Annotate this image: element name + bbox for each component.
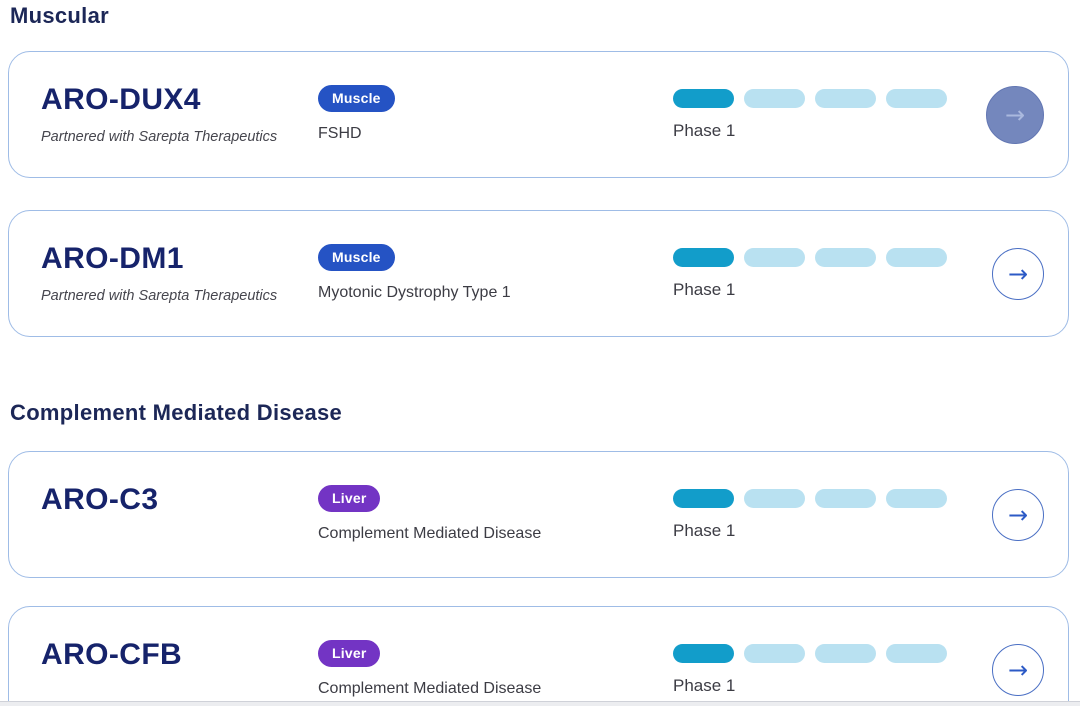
arrow-right-icon: → — [1007, 655, 1029, 684]
indication-label: FSHD — [318, 125, 362, 142]
program-name: ARO-C3 — [41, 482, 159, 516]
partnered-note: Partnered with Sarepta Therapeutics — [41, 287, 278, 304]
phase-label: Phase 1 — [673, 279, 736, 299]
target-badge: Liver — [318, 485, 381, 512]
phase-label: Phase 1 — [673, 120, 736, 140]
phase-pill — [815, 88, 876, 108]
program-name-column: ARO-DM1 Partnered with Sarepta Therapeut… — [41, 242, 318, 306]
target-badge: Muscle — [318, 85, 395, 112]
phase-column: Phase 1 — [673, 247, 992, 300]
pipeline-section: Muscular ARO-DUX4 Partnered with Sarepta… — [8, 2, 1069, 337]
program-card[interactable]: ARO-CFB Liver Complement Mediated Diseas… — [8, 606, 1069, 706]
target-column: Muscle Myotonic Dystrophy Type 1 — [318, 244, 673, 303]
program-name-column: ARO-CFB — [41, 638, 318, 702]
details-arrow-button[interactable]: → — [986, 85, 1044, 144]
program-name: ARO-CFB — [41, 637, 183, 671]
pipeline-section: Complement Mediated Disease ARO-C3 Liver… — [8, 399, 1069, 706]
target-column: Muscle FSHD — [318, 85, 673, 144]
partnered-note: Partnered with Sarepta Therapeutics — [41, 128, 278, 145]
section-title: Complement Mediated Disease — [10, 400, 343, 425]
phase-pill — [673, 247, 734, 267]
phase-track — [673, 488, 992, 508]
phase-pill — [815, 488, 876, 508]
phase-track — [673, 643, 992, 663]
phase-pill — [886, 643, 947, 663]
program-name-column: ARO-DUX4 Partnered with Sarepta Therapeu… — [41, 83, 318, 147]
indication-label: Myotonic Dystrophy Type 1 — [318, 284, 511, 301]
program-card[interactable]: ARO-DUX4 Partnered with Sarepta Therapeu… — [8, 51, 1069, 178]
arrow-right-icon: → — [1007, 500, 1029, 529]
phase-pill — [744, 488, 805, 508]
arrow-right-icon: → — [1004, 100, 1026, 129]
phase-label: Phase 1 — [673, 520, 736, 540]
details-arrow-button[interactable]: → — [992, 247, 1044, 300]
phase-pill — [744, 247, 805, 267]
phase-pill — [744, 643, 805, 663]
phase-pill — [673, 643, 734, 663]
phase-column: Phase 1 — [673, 88, 986, 141]
indication-label: Complement Mediated Disease — [318, 525, 542, 542]
indication-label: Complement Mediated Disease — [318, 680, 542, 697]
program-card[interactable]: ARO-C3 Liver Complement Mediated Disease… — [8, 451, 1069, 578]
details-arrow-button[interactable]: → — [992, 643, 1044, 696]
phase-column: Phase 1 — [673, 488, 992, 541]
phase-pill — [673, 488, 734, 508]
phase-pill — [673, 88, 734, 108]
phase-pill — [744, 88, 805, 108]
phase-label: Phase 1 — [673, 675, 736, 695]
phase-track — [673, 88, 986, 108]
phase-pill — [886, 247, 947, 267]
program-list: ARO-C3 Liver Complement Mediated Disease… — [8, 451, 1069, 706]
phase-track — [673, 247, 992, 267]
partnered-note — [41, 527, 318, 547]
phase-pill — [815, 247, 876, 267]
program-name: ARO-DM1 — [41, 241, 184, 275]
phase-pill — [886, 488, 947, 508]
arrow-right-icon: → — [1007, 259, 1029, 288]
target-column: Liver Complement Mediated Disease — [318, 640, 673, 699]
phase-column: Phase 1 — [673, 643, 992, 696]
partnered-note — [41, 682, 318, 702]
program-card[interactable]: ARO-DM1 Partnered with Sarepta Therapeut… — [8, 210, 1069, 337]
target-column: Liver Complement Mediated Disease — [318, 485, 673, 544]
target-badge: Liver — [318, 640, 381, 667]
phase-pill — [815, 643, 876, 663]
program-name: ARO-DUX4 — [41, 82, 201, 116]
program-name-column: ARO-C3 — [41, 483, 318, 547]
section-title: Muscular — [10, 3, 109, 28]
details-arrow-button[interactable]: → — [992, 488, 1044, 541]
target-badge: Muscle — [318, 244, 395, 271]
program-list: ARO-DUX4 Partnered with Sarepta Therapeu… — [8, 51, 1069, 337]
page-bottom-divider — [0, 701, 1080, 706]
phase-pill — [886, 88, 947, 108]
